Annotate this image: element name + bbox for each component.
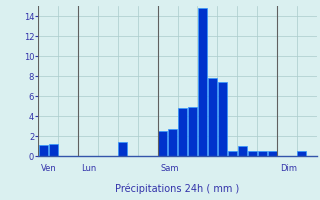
Bar [248,151,257,156]
Bar [208,78,217,156]
Bar [258,151,267,156]
Text: Dim: Dim [280,164,297,173]
Bar [158,131,167,156]
Bar [168,129,177,156]
Bar [118,142,127,156]
Bar [238,146,247,156]
Text: Sam: Sam [161,164,179,173]
Bar [49,144,58,156]
Text: Lun: Lun [81,164,96,173]
Text: Précipitations 24h ( mm ): Précipitations 24h ( mm ) [116,183,240,194]
Bar [39,145,48,156]
Bar [297,151,306,156]
Bar [218,82,227,156]
Bar [178,108,187,156]
Bar [268,151,276,156]
Text: Ven: Ven [41,164,57,173]
Bar [188,107,197,156]
Bar [228,151,237,156]
Bar [198,8,207,156]
